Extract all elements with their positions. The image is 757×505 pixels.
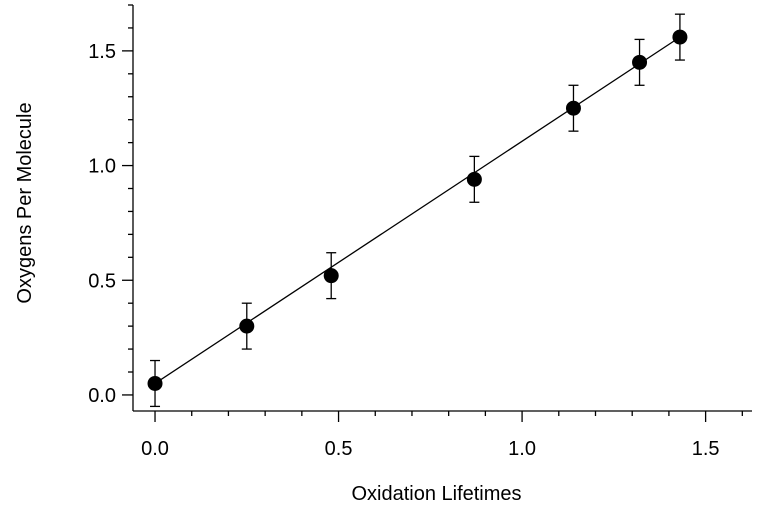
x-tick-label: 0.0 bbox=[141, 438, 169, 460]
fit-line bbox=[154, 36, 681, 385]
data-point bbox=[147, 359, 163, 408]
y-tick-label: 1.0 bbox=[88, 156, 116, 178]
x-tick-label: 0.5 bbox=[325, 438, 353, 460]
data-marker bbox=[565, 100, 581, 116]
data-point bbox=[672, 13, 688, 61]
y-tick-label: 0.5 bbox=[88, 270, 116, 292]
data-point bbox=[632, 38, 648, 86]
x-tick-label: 1.5 bbox=[692, 438, 720, 460]
data-marker bbox=[239, 318, 255, 334]
data-marker bbox=[466, 171, 482, 187]
data-point bbox=[323, 252, 339, 300]
y-axis-title: Oxygens Per Molecule bbox=[14, 102, 36, 303]
y-axis: 0.0 0.5 1.0 1.5 bbox=[88, 4, 134, 411]
x-axis: 0.0 0.5 1.0 1.5 bbox=[133, 410, 752, 460]
x-axis-title: Oxidation Lifetimes bbox=[351, 483, 521, 505]
data-points bbox=[147, 13, 688, 408]
data-point bbox=[239, 302, 255, 350]
fit-line-group bbox=[154, 36, 681, 385]
data-point bbox=[466, 155, 482, 203]
data-marker bbox=[672, 29, 688, 45]
data-marker bbox=[147, 375, 163, 391]
y-tick-label: 0.0 bbox=[88, 385, 116, 407]
data-marker bbox=[323, 268, 339, 284]
data-point bbox=[565, 84, 581, 132]
x-tick-label: 1.0 bbox=[508, 438, 536, 460]
data-marker bbox=[632, 54, 648, 70]
y-tick-label: 1.5 bbox=[88, 41, 116, 63]
